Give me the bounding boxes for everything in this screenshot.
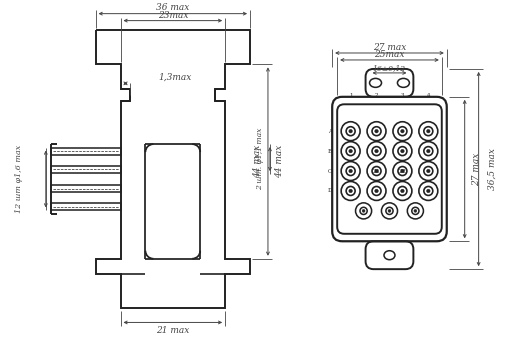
Text: C: C	[328, 168, 332, 173]
Text: 1,3max: 1,3max	[158, 73, 192, 82]
Text: 21 max: 21 max	[156, 326, 190, 335]
Text: 27 max: 27 max	[472, 152, 481, 186]
Circle shape	[362, 209, 365, 213]
Text: 2: 2	[375, 93, 378, 98]
Text: B: B	[328, 149, 332, 154]
Text: 1: 1	[349, 93, 353, 98]
Circle shape	[427, 169, 430, 173]
Bar	[51, 204, 121, 210]
Text: 44 max: 44 max	[253, 145, 263, 178]
Circle shape	[349, 169, 353, 173]
Circle shape	[401, 149, 404, 153]
Circle shape	[427, 189, 430, 193]
Text: D: D	[328, 188, 332, 194]
Circle shape	[375, 129, 378, 133]
Bar	[51, 186, 121, 192]
Circle shape	[375, 189, 378, 193]
Circle shape	[401, 169, 404, 173]
Circle shape	[349, 129, 353, 133]
Text: 25max: 25max	[374, 51, 405, 60]
Circle shape	[349, 149, 353, 153]
Circle shape	[414, 209, 417, 213]
Circle shape	[375, 169, 378, 173]
Text: 23max: 23max	[157, 11, 188, 20]
Text: 36 max: 36 max	[156, 3, 190, 12]
Text: A: A	[328, 129, 332, 134]
Text: 2 шт. φ1,1 max: 2 шт. φ1,1 max	[256, 128, 264, 190]
Text: 36,5 max: 36,5 max	[488, 148, 497, 190]
Circle shape	[401, 189, 404, 193]
Circle shape	[401, 129, 404, 133]
Text: 12 шт φ1,6 max: 12 шт φ1,6 max	[15, 145, 23, 213]
Text: 21: 21	[373, 168, 381, 173]
Circle shape	[427, 129, 430, 133]
Text: 44 max: 44 max	[275, 145, 285, 178]
Circle shape	[388, 209, 391, 213]
Circle shape	[427, 149, 430, 153]
Circle shape	[349, 189, 353, 193]
Bar	[51, 165, 121, 173]
Circle shape	[375, 149, 378, 153]
Text: 3: 3	[401, 93, 404, 98]
Text: 16±0,12: 16±0,12	[373, 64, 406, 72]
Bar	[51, 148, 121, 155]
Text: 22: 22	[399, 168, 406, 173]
Text: 27 max: 27 max	[373, 42, 406, 51]
Text: 4: 4	[427, 93, 430, 98]
